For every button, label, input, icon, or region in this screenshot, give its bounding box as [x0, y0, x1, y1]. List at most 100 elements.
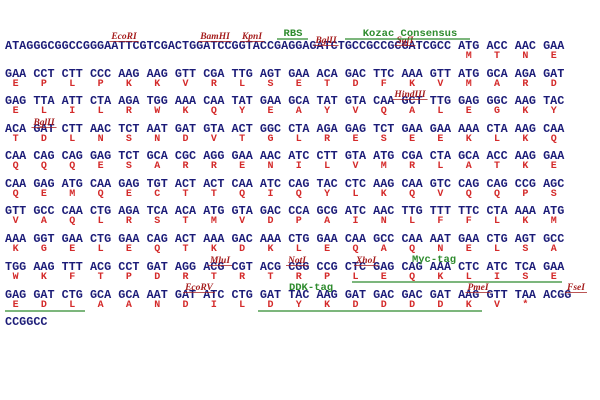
codon: GAA [543, 39, 565, 53]
codon: AAG [458, 288, 479, 302]
amino-acid: T [267, 272, 273, 283]
codon: TTT [430, 204, 451, 218]
codon: GAT [430, 288, 451, 302]
amino-acid: D [267, 216, 273, 227]
amino-acid: K [211, 244, 217, 255]
restriction-site: KpnI [241, 32, 262, 42]
restriction-site: BamHI [199, 32, 230, 42]
codon: GAG [118, 177, 139, 191]
codon: ATC [288, 149, 309, 163]
amino-acid: E [466, 244, 472, 255]
amino-acid: A [126, 300, 132, 311]
codon: AGA [118, 204, 140, 218]
codon: CGT [232, 260, 253, 274]
amino-acid: S [522, 244, 528, 255]
codon: GTA [232, 204, 254, 218]
amino-acid: L [239, 79, 245, 90]
amino-acid: R [522, 79, 528, 90]
codon: AGA [515, 67, 537, 81]
amino-acid: V [183, 79, 189, 90]
codon: CTA [288, 122, 310, 136]
codon: AAA [458, 122, 480, 136]
amino-acid: V [437, 189, 443, 200]
codon: CTG [90, 232, 111, 246]
codon: CAG [147, 232, 168, 246]
amino-acid: E [98, 161, 104, 172]
amino-acid: V [211, 134, 217, 145]
codon: TAC [288, 288, 309, 302]
codon: CAA [373, 94, 395, 108]
amino-acid: Q [296, 189, 302, 200]
amino-acid: A [466, 161, 472, 172]
codon: ACG [90, 260, 111, 274]
codon: TCT [373, 122, 394, 136]
amino-acid: D [239, 244, 245, 255]
amino-acid: K [522, 161, 528, 172]
codon: CTA [486, 122, 508, 136]
amino-acid: D [267, 300, 273, 311]
codon: TCT [118, 122, 139, 136]
codon: AAA [260, 232, 282, 246]
restriction-site: MluI [209, 256, 230, 266]
amino-acid: K [522, 216, 528, 227]
codon: GTA [345, 94, 367, 108]
codon: CCG [515, 177, 536, 191]
codon: GAT [175, 288, 196, 302]
amino-acid: E [126, 244, 132, 255]
codon: AAG [515, 122, 536, 136]
amino-acid: I [352, 216, 358, 227]
amino-acid: D [154, 272, 160, 283]
codon: CTA [90, 94, 112, 108]
amino-acid: D [41, 300, 47, 311]
amino-acid: V [437, 79, 443, 90]
codon: CTT [317, 149, 338, 163]
amino-acid: G [494, 106, 500, 117]
codon: GAC [401, 288, 422, 302]
amino-acid: T [239, 134, 245, 145]
codon: AGT [515, 232, 536, 246]
amino-acid: S [154, 216, 160, 227]
amino-acid: A [41, 216, 47, 227]
amino-acid: Q [69, 161, 75, 172]
amino-acid: W [154, 106, 160, 117]
amino-acid: D [41, 134, 47, 145]
restriction-site: BglII [314, 36, 336, 46]
amino-acid: E [551, 272, 557, 283]
amino-acid: F [466, 216, 472, 227]
codon: CCT [33, 67, 54, 81]
codon: AAC [515, 39, 536, 53]
amino-acid: L [409, 216, 415, 227]
amino-acid: D [183, 134, 189, 145]
codon: AAG [147, 67, 168, 81]
codon: TAC [317, 177, 338, 191]
codon: GAG [33, 177, 54, 191]
codon: GAC [373, 288, 394, 302]
amino-acid: M [69, 189, 75, 200]
codon: GAA [317, 232, 339, 246]
codon: GCA [486, 67, 508, 81]
amino-acid: D [437, 300, 443, 311]
codon: CAA [401, 232, 423, 246]
codon: AAC [90, 122, 111, 136]
amino-acid: C [154, 189, 160, 200]
codon: GAA [543, 149, 565, 163]
codon: AAA [175, 94, 197, 108]
amino-acid: E [296, 79, 302, 90]
restriction-site: HindIII [393, 90, 425, 100]
codon: GGC [260, 122, 281, 136]
codon: GAT [543, 67, 564, 81]
amino-acid: V [352, 106, 358, 117]
amino-acid: N [437, 244, 443, 255]
amino-acid: Q [13, 161, 19, 172]
codon: CTC [345, 177, 366, 191]
amino-acid: K [522, 134, 528, 145]
amino-acid: N [154, 134, 160, 145]
codon: AGA [118, 94, 140, 108]
amino-acid: A [409, 106, 415, 117]
codon: TAA [515, 288, 537, 302]
restriction-site: PmeI [467, 283, 488, 293]
amino-acid: T [98, 272, 104, 283]
codon: ACT [232, 122, 253, 136]
codon: GAA [430, 122, 452, 136]
codon: ATC [260, 177, 281, 191]
